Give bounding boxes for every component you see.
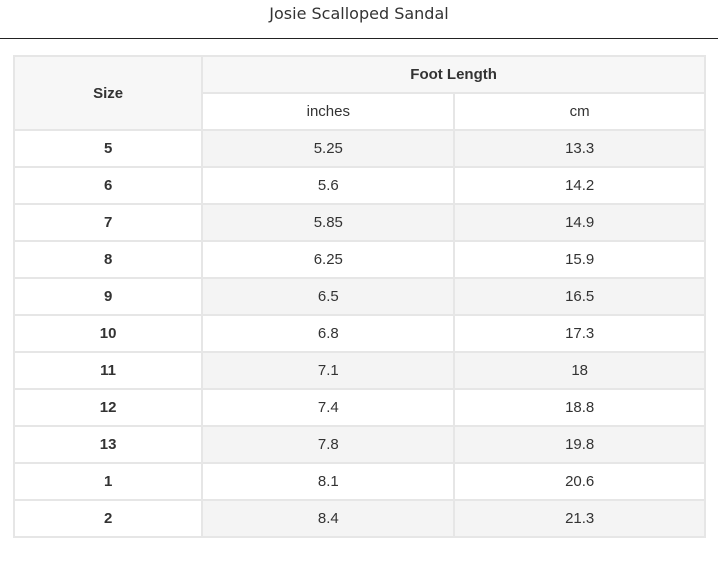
size-cell: 2 (12, 499, 204, 538)
table-row: 2 8.4 21.3 (12, 499, 706, 538)
inches-cell: 6.5 (201, 277, 456, 316)
cm-cell: 16.5 (453, 277, 706, 316)
size-chart-table: Size Foot Length inches cm 5 5.25 13.3 6 5.6… (12, 55, 706, 538)
size-cell: 8 (12, 240, 204, 279)
inches-cell: 8.4 (201, 499, 456, 538)
cm-header: cm (453, 92, 706, 131)
table-row: 10 6.8 17.3 (12, 314, 706, 353)
inches-cell: 8.1 (201, 462, 456, 501)
table-row: 9 6.5 16.5 (12, 277, 706, 316)
inches-cell: 7.8 (201, 425, 456, 464)
table-row: 12 7.4 18.8 (12, 388, 706, 427)
size-cell: 1 (12, 462, 204, 501)
size-cell: 12 (12, 388, 204, 427)
size-cell: 6 (12, 166, 204, 205)
cm-cell: 19.8 (453, 425, 706, 464)
table-row: 5 5.25 13.3 (12, 129, 706, 168)
inches-cell: 6.25 (201, 240, 456, 279)
cm-cell: 17.3 (453, 314, 706, 353)
inches-cell: 5.85 (201, 203, 456, 242)
table-row: 11 7.1 18 (12, 351, 706, 390)
size-cell: 13 (12, 425, 204, 464)
inches-cell: 7.1 (201, 351, 456, 390)
size-cell: 11 (12, 351, 204, 390)
size-cell: 10 (12, 314, 204, 353)
foot-length-header: Foot Length (201, 55, 706, 94)
table-row: 6 5.6 14.2 (12, 166, 706, 205)
size-header: Size (12, 55, 204, 131)
inches-cell: 5.6 (201, 166, 456, 205)
inches-cell: 7.4 (201, 388, 456, 427)
table-row: 8 6.25 15.9 (12, 240, 706, 279)
cm-cell: 14.9 (453, 203, 706, 242)
cm-cell: 21.3 (453, 499, 706, 538)
inches-cell: 6.8 (201, 314, 456, 353)
divider (0, 38, 718, 39)
cm-cell: 20.6 (453, 462, 706, 501)
inches-cell: 5.25 (201, 129, 456, 168)
inches-header: inches (201, 92, 456, 131)
size-cell: 7 (12, 203, 204, 242)
cm-cell: 18 (453, 351, 706, 390)
cm-cell: 13.3 (453, 129, 706, 168)
page-title: Josie Scalloped Sandal (269, 4, 449, 23)
cm-cell: 14.2 (453, 166, 706, 205)
table-row: 1 8.1 20.6 (12, 462, 706, 501)
size-cell: 9 (12, 277, 204, 316)
cm-cell: 18.8 (453, 388, 706, 427)
table-row: 7 5.85 14.9 (12, 203, 706, 242)
cm-cell: 15.9 (453, 240, 706, 279)
table-row: 13 7.8 19.8 (12, 425, 706, 464)
size-cell: 5 (12, 129, 204, 168)
